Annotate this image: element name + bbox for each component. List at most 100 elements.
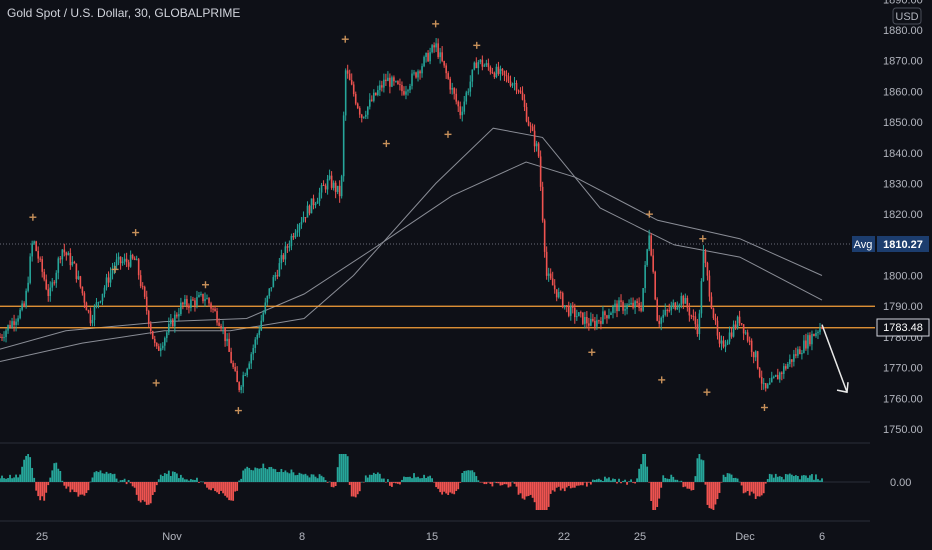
candle-body[interactable] xyxy=(590,318,592,326)
candle-body[interactable] xyxy=(194,300,196,306)
candle-body[interactable] xyxy=(754,351,757,358)
candle-body[interactable] xyxy=(559,292,562,294)
candle-body[interactable] xyxy=(395,81,397,83)
candle-body[interactable] xyxy=(360,114,363,118)
candle-body[interactable] xyxy=(612,306,614,313)
candle-body[interactable] xyxy=(107,277,110,283)
candle-body[interactable] xyxy=(626,304,628,310)
candle-body[interactable] xyxy=(145,296,148,311)
candle-body[interactable] xyxy=(180,302,182,315)
candle-body[interactable] xyxy=(125,258,128,263)
candle-body[interactable] xyxy=(652,255,654,272)
candle-body[interactable] xyxy=(501,68,504,71)
candle-body[interactable] xyxy=(423,56,425,67)
candle-body[interactable] xyxy=(584,316,586,324)
candle-body[interactable] xyxy=(33,241,35,244)
candle-body[interactable] xyxy=(244,375,246,377)
candle-body[interactable] xyxy=(405,91,407,95)
candle-body[interactable] xyxy=(230,351,232,363)
candle-body[interactable] xyxy=(334,182,337,192)
candle-body[interactable] xyxy=(147,310,150,324)
candle-body[interactable] xyxy=(602,311,604,324)
candle-body[interactable] xyxy=(63,249,66,253)
candle-body[interactable] xyxy=(756,351,759,369)
candle-body[interactable] xyxy=(433,45,435,48)
candle-body[interactable] xyxy=(417,71,419,78)
candle-body[interactable] xyxy=(461,111,464,116)
candle-body[interactable] xyxy=(282,255,285,260)
candle-body[interactable] xyxy=(624,309,626,311)
candle-body[interactable] xyxy=(650,235,652,256)
candle-body[interactable] xyxy=(783,366,785,374)
candle-body[interactable] xyxy=(778,372,781,380)
candle-body[interactable] xyxy=(159,348,162,351)
candle-body[interactable] xyxy=(55,272,58,284)
candle-body[interactable] xyxy=(648,235,650,250)
candle-body[interactable] xyxy=(133,258,136,260)
candle-body[interactable] xyxy=(594,320,596,327)
candle-body[interactable] xyxy=(105,277,108,288)
candle-body[interactable] xyxy=(170,319,172,324)
candle-body[interactable] xyxy=(340,176,343,197)
candle-body[interactable] xyxy=(678,304,681,308)
candle-body[interactable] xyxy=(628,304,630,306)
candle-body[interactable] xyxy=(23,303,25,307)
candle-body[interactable] xyxy=(5,330,7,338)
candle-body[interactable] xyxy=(304,217,307,219)
candle-body[interactable] xyxy=(736,316,739,328)
candle-body[interactable] xyxy=(322,185,325,187)
time-axis[interactable]: 25 Nov 8 15 22 25 Dec 6 xyxy=(36,531,825,543)
candle-body[interactable] xyxy=(642,288,644,311)
candle-body[interactable] xyxy=(391,77,393,87)
candle-body[interactable] xyxy=(324,185,327,190)
candle-body[interactable] xyxy=(539,156,542,187)
candle-body[interactable] xyxy=(457,101,460,107)
candle-body[interactable] xyxy=(7,324,9,331)
candle-body[interactable] xyxy=(600,321,602,324)
candle-body[interactable] xyxy=(580,312,582,314)
candle-body[interactable] xyxy=(809,335,811,345)
candle-body[interactable] xyxy=(409,85,411,91)
candle-body[interactable] xyxy=(569,305,572,316)
candle-body[interactable] xyxy=(573,307,576,318)
candle-body[interactable] xyxy=(758,368,761,377)
candle-body[interactable] xyxy=(817,331,819,333)
candle-body[interactable] xyxy=(59,258,62,260)
candle-body[interactable] xyxy=(186,299,188,306)
candle-body[interactable] xyxy=(202,293,204,302)
candle-body[interactable] xyxy=(571,305,574,308)
candle-body[interactable] xyxy=(93,306,96,320)
candle-body[interactable] xyxy=(290,235,293,246)
candle-body[interactable] xyxy=(497,66,500,74)
candle-body[interactable] xyxy=(620,300,622,302)
candle-body[interactable] xyxy=(87,310,90,312)
candle-body[interactable] xyxy=(576,316,578,318)
candle-body[interactable] xyxy=(184,299,186,305)
candle-body[interactable] xyxy=(294,232,297,238)
candle-body[interactable] xyxy=(658,320,661,324)
candle-body[interactable] xyxy=(298,224,301,231)
candle-body[interactable] xyxy=(35,241,37,252)
candle-body[interactable] xyxy=(588,323,590,326)
candle-body[interactable] xyxy=(91,319,94,324)
candle-body[interactable] xyxy=(73,261,76,264)
candle-body[interactable] xyxy=(668,310,671,312)
candle-body[interactable] xyxy=(614,303,616,307)
candle-body[interactable] xyxy=(714,318,717,321)
candle-body[interactable] xyxy=(698,313,701,335)
candle-body[interactable] xyxy=(419,71,421,74)
candle-body[interactable] xyxy=(656,299,658,321)
candle-body[interactable] xyxy=(513,83,516,85)
candle-body[interactable] xyxy=(246,368,249,376)
candle-body[interactable] xyxy=(680,295,683,305)
candle-body[interactable] xyxy=(232,362,234,367)
candle-body[interactable] xyxy=(316,201,319,204)
candle-body[interactable] xyxy=(483,65,486,67)
candle-body[interactable] xyxy=(153,338,156,343)
candle-body[interactable] xyxy=(563,305,566,308)
candle-body[interactable] xyxy=(39,258,41,260)
candle-body[interactable] xyxy=(644,265,646,289)
candle-body[interactable] xyxy=(41,259,44,272)
candle-body[interactable] xyxy=(373,92,375,101)
candle-body[interactable] xyxy=(704,251,707,263)
